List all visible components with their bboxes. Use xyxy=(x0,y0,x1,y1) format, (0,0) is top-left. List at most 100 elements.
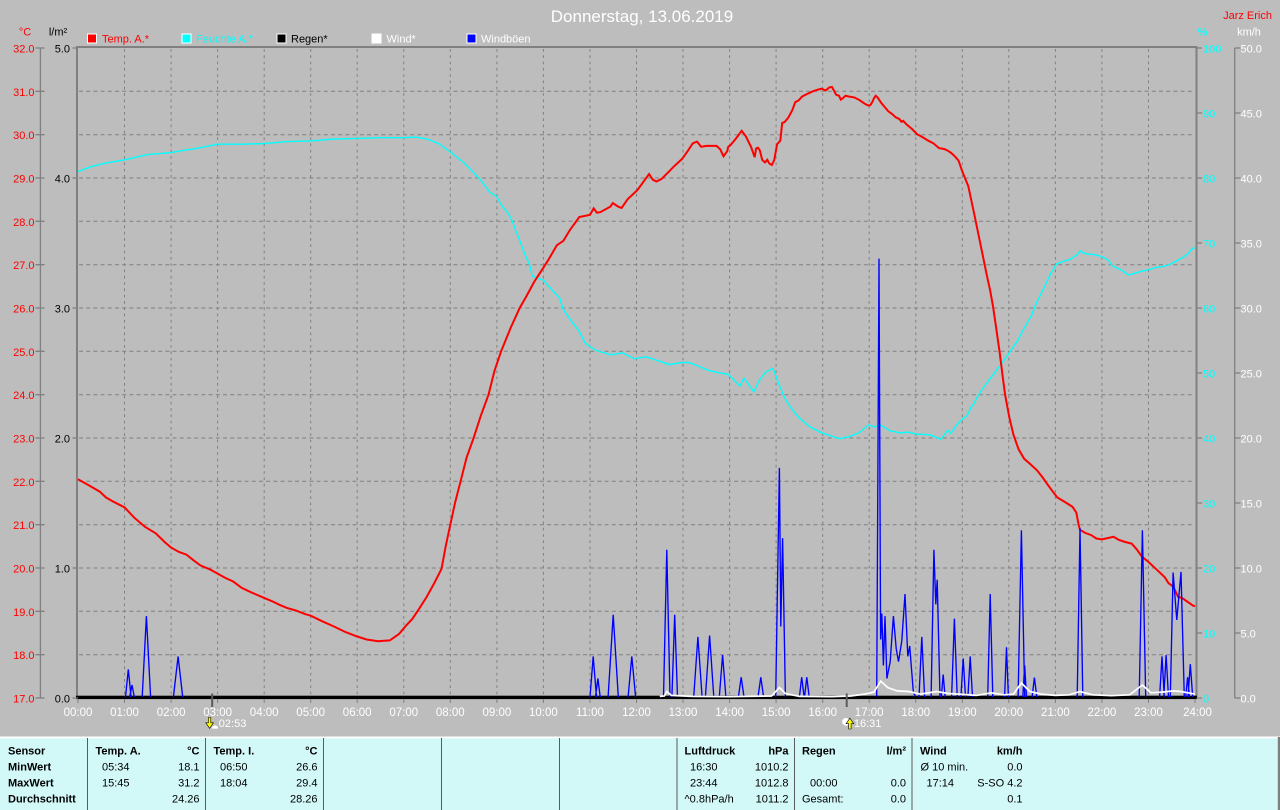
svg-text:l/m²: l/m² xyxy=(886,746,906,758)
svg-text:Donnerstag, 13.06.2019: Donnerstag, 13.06.2019 xyxy=(551,7,733,26)
svg-text:10: 10 xyxy=(1203,629,1215,641)
svg-text:24:00: 24:00 xyxy=(1183,707,1212,719)
svg-text:29.0: 29.0 xyxy=(13,174,34,186)
svg-text:23:00: 23:00 xyxy=(1134,707,1163,719)
svg-text:4.0: 4.0 xyxy=(55,174,70,186)
svg-text:Temp. I.: Temp. I. xyxy=(214,746,255,758)
svg-text:30.0: 30.0 xyxy=(13,130,34,142)
svg-text:1012.8: 1012.8 xyxy=(755,778,789,790)
svg-text:07:00: 07:00 xyxy=(389,707,418,719)
svg-text:Jarz Erich: Jarz Erich xyxy=(1223,10,1272,22)
svg-text:%: % xyxy=(1198,27,1208,39)
svg-text:20.0: 20.0 xyxy=(13,564,34,576)
svg-text:09:00: 09:00 xyxy=(483,707,512,719)
svg-text:28.26: 28.26 xyxy=(290,794,318,806)
svg-text:16:30: 16:30 xyxy=(690,762,718,774)
svg-text:40.0: 40.0 xyxy=(1241,174,1262,186)
svg-text:31.2: 31.2 xyxy=(178,778,199,790)
svg-text:05:00: 05:00 xyxy=(296,707,325,719)
svg-text:1011.2: 1011.2 xyxy=(756,794,789,806)
svg-text:Temp. A.*: Temp. A.* xyxy=(102,34,150,46)
svg-text:Wind: Wind xyxy=(920,746,947,758)
svg-text:02:00: 02:00 xyxy=(157,707,186,719)
svg-text:30: 30 xyxy=(1203,499,1215,511)
svg-text:13:00: 13:00 xyxy=(669,707,698,719)
svg-text:19.0: 19.0 xyxy=(13,607,34,619)
svg-text:0.0: 0.0 xyxy=(1241,694,1256,706)
svg-text:Durchschnitt: Durchschnitt xyxy=(8,794,76,806)
svg-text:28.0: 28.0 xyxy=(13,217,34,229)
svg-text:S-SO 4.2: S-SO 4.2 xyxy=(977,778,1022,790)
svg-text:21.0: 21.0 xyxy=(13,520,34,532)
svg-text:50.0: 50.0 xyxy=(1241,44,1262,56)
svg-text:°C: °C xyxy=(19,27,31,39)
svg-text:18.1: 18.1 xyxy=(178,762,199,774)
svg-text:25.0: 25.0 xyxy=(1241,369,1262,381)
svg-text:Sensor: Sensor xyxy=(8,746,46,758)
svg-text:17:00: 17:00 xyxy=(855,707,884,719)
svg-text:29.4: 29.4 xyxy=(296,778,317,790)
svg-text:Gesamt:: Gesamt: xyxy=(802,794,844,806)
svg-text:06:00: 06:00 xyxy=(343,707,372,719)
svg-text:01:00: 01:00 xyxy=(110,707,139,719)
svg-text:l/m²: l/m² xyxy=(49,27,68,39)
svg-text:16:00: 16:00 xyxy=(808,707,837,719)
svg-text:15.0: 15.0 xyxy=(1241,499,1262,511)
svg-text:Ø 10 min.: Ø 10 min. xyxy=(921,762,969,774)
svg-text:00:00: 00:00 xyxy=(64,707,93,719)
svg-text:20:00: 20:00 xyxy=(994,707,1023,719)
svg-text:90: 90 xyxy=(1203,109,1215,121)
svg-text:0: 0 xyxy=(1203,694,1209,706)
svg-text:00:00: 00:00 xyxy=(810,778,838,790)
svg-text:2.0: 2.0 xyxy=(55,434,70,446)
svg-text:25.0: 25.0 xyxy=(13,347,34,359)
svg-text:Feuchte A.*: Feuchte A.* xyxy=(196,34,254,46)
svg-text:32.0: 32.0 xyxy=(13,44,34,56)
svg-text:11:00: 11:00 xyxy=(576,707,604,719)
svg-text:40: 40 xyxy=(1203,434,1215,446)
svg-text:26.6: 26.6 xyxy=(296,762,317,774)
svg-text:°C: °C xyxy=(305,746,317,758)
svg-text:17.0: 17.0 xyxy=(13,694,34,706)
svg-text:18:04: 18:04 xyxy=(220,778,248,790)
svg-text:0.0: 0.0 xyxy=(891,778,906,790)
svg-text:70: 70 xyxy=(1203,239,1215,251)
svg-text:06:50: 06:50 xyxy=(220,762,248,774)
svg-text:03:00: 03:00 xyxy=(203,707,232,719)
svg-text:23:44: 23:44 xyxy=(690,778,718,790)
svg-text:05:34: 05:34 xyxy=(102,762,130,774)
svg-text:MinWert: MinWert xyxy=(8,762,52,774)
svg-text:3.0: 3.0 xyxy=(55,304,70,316)
svg-text:50: 50 xyxy=(1203,369,1215,381)
svg-text:24.26: 24.26 xyxy=(172,794,200,806)
svg-text:31.0: 31.0 xyxy=(13,87,34,99)
svg-text:20: 20 xyxy=(1203,564,1215,576)
svg-text:0.0: 0.0 xyxy=(1007,762,1022,774)
svg-text:5.0: 5.0 xyxy=(55,44,70,56)
svg-text:5.0: 5.0 xyxy=(1241,629,1256,641)
svg-text:°C: °C xyxy=(187,746,199,758)
svg-text:Regen*: Regen* xyxy=(291,34,328,46)
svg-text:^0.8hPa/h: ^0.8hPa/h xyxy=(685,794,734,806)
svg-text:16:31: 16:31 xyxy=(854,718,882,730)
svg-text:Windböen: Windböen xyxy=(481,34,531,46)
svg-text:100: 100 xyxy=(1203,44,1221,56)
svg-text:14:00: 14:00 xyxy=(715,707,744,719)
svg-text:MaxWert: MaxWert xyxy=(8,778,54,790)
svg-text:15:00: 15:00 xyxy=(762,707,791,719)
svg-text:km/h: km/h xyxy=(1237,27,1261,39)
svg-text:Temp. A.: Temp. A. xyxy=(96,746,141,758)
svg-text:18.0: 18.0 xyxy=(13,650,34,662)
svg-text:Regen: Regen xyxy=(802,746,836,758)
svg-text:18:00: 18:00 xyxy=(901,707,930,719)
svg-text:Wind*: Wind* xyxy=(387,34,417,46)
svg-text:22.0: 22.0 xyxy=(13,477,34,489)
svg-text:19:00: 19:00 xyxy=(948,707,977,719)
svg-text:45.0: 45.0 xyxy=(1241,109,1262,121)
svg-text:60: 60 xyxy=(1203,304,1215,316)
svg-text:0.1: 0.1 xyxy=(1007,794,1022,806)
svg-text:1.0: 1.0 xyxy=(55,564,70,576)
svg-text:0.0: 0.0 xyxy=(891,794,906,806)
svg-text:30.0: 30.0 xyxy=(1241,304,1262,316)
svg-text:26.0: 26.0 xyxy=(13,304,34,316)
